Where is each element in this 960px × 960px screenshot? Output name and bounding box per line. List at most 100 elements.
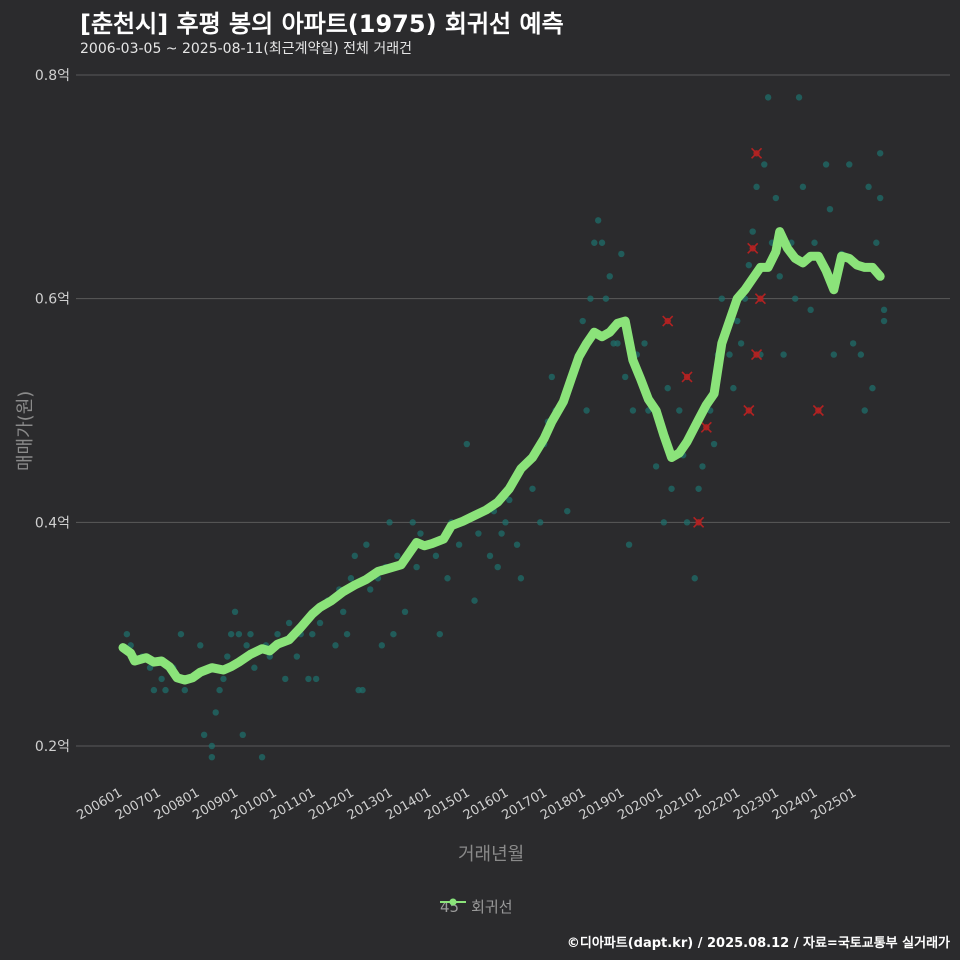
data-point: [305, 675, 312, 683]
data-point: [359, 686, 366, 694]
data-point: [753, 183, 760, 191]
data-point: [857, 351, 865, 358]
data-point: [274, 630, 281, 638]
cancelled-marker: [681, 371, 693, 383]
data-point: [830, 351, 838, 358]
data-point: [197, 642, 204, 649]
data-point: [463, 440, 471, 448]
data-point: [564, 507, 571, 515]
data-point: [660, 519, 668, 526]
data-point: [158, 675, 165, 683]
data-point: [876, 150, 884, 157]
data-point: [873, 239, 880, 246]
data-point: [811, 239, 818, 246]
data-point: [622, 373, 629, 381]
data-point: [625, 541, 633, 548]
data-point: [861, 407, 868, 414]
data-point: [208, 742, 216, 750]
data-point: [432, 552, 440, 560]
y-tick-label: 0.4억: [35, 515, 70, 531]
data-point: [401, 608, 409, 615]
data-point: [367, 586, 374, 593]
chart-subtitle: 2006-03-05 ~ 2025-08-11(최근계약일) 전체 거래건: [80, 41, 412, 57]
data-point: [807, 306, 814, 314]
data-point: [529, 485, 536, 492]
cancelled-marker: [750, 147, 763, 159]
data-point: [865, 183, 872, 191]
data-point: [343, 630, 351, 638]
data-point: [579, 317, 586, 325]
y-tick-label: 0.8억: [35, 68, 70, 84]
legend-swatch-regression: [440, 898, 466, 906]
data-point: [869, 384, 876, 392]
data-point: [791, 295, 799, 302]
data-point: [602, 295, 610, 302]
data-point: [676, 407, 683, 414]
data-point: [718, 295, 725, 302]
data-point: [513, 541, 521, 548]
data-point: [285, 619, 293, 627]
data-point: [548, 373, 556, 381]
data-point: [162, 686, 169, 694]
data-point: [351, 552, 358, 560]
data-point: [312, 675, 320, 683]
cancelled-marker: [743, 404, 755, 417]
data-point: [409, 519, 416, 526]
data-point: [436, 630, 443, 638]
data-point: [243, 642, 250, 649]
data-point: [846, 161, 853, 168]
cancelled-marker: [747, 242, 759, 254]
data-point: [386, 519, 393, 526]
data-point: [212, 709, 219, 716]
data-point: [494, 563, 501, 571]
data-point: [417, 530, 424, 537]
data-point: [475, 530, 482, 537]
data-point: [726, 351, 733, 358]
data-point: [730, 384, 737, 392]
data-point: [880, 306, 888, 314]
data-point: [517, 575, 525, 582]
data-point: [455, 541, 463, 548]
data-point: [506, 496, 513, 504]
data-point: [537, 519, 544, 526]
data-point: [390, 630, 397, 638]
data-point: [761, 161, 768, 168]
data-point: [247, 630, 254, 638]
x-axis-label: 거래년월: [458, 844, 525, 865]
data-point: [591, 239, 598, 246]
data-point: [699, 463, 706, 470]
data-point: [772, 194, 780, 202]
data-point: [799, 183, 807, 191]
data-point: [749, 228, 756, 235]
cancelled-marker: [662, 315, 674, 327]
data-point: [826, 206, 834, 213]
data-point: [181, 686, 189, 694]
data-point: [710, 440, 718, 448]
data-point: [880, 317, 888, 325]
cancelled-marker: [693, 516, 705, 528]
data-point: [664, 384, 671, 392]
data-point: [282, 675, 289, 683]
data-point: [293, 653, 301, 660]
data-point: [652, 463, 660, 470]
data-point: [583, 407, 590, 414]
data-point: [227, 630, 235, 638]
data-point: [691, 575, 698, 582]
data-point: [668, 485, 675, 492]
y-tick-label: 0.2억: [35, 739, 70, 755]
data-point: [444, 575, 451, 582]
data-point: [146, 664, 154, 671]
data-point: [822, 161, 830, 168]
data-point: [150, 686, 158, 694]
regression-line: [118, 227, 885, 685]
data-point: [258, 753, 266, 761]
data-point: [394, 552, 401, 560]
data-point: [641, 340, 648, 347]
data-point: [849, 340, 857, 347]
data-point: [594, 217, 602, 224]
data-point: [123, 630, 131, 638]
cancelled-marker: [754, 293, 766, 305]
data-point: [220, 675, 227, 683]
